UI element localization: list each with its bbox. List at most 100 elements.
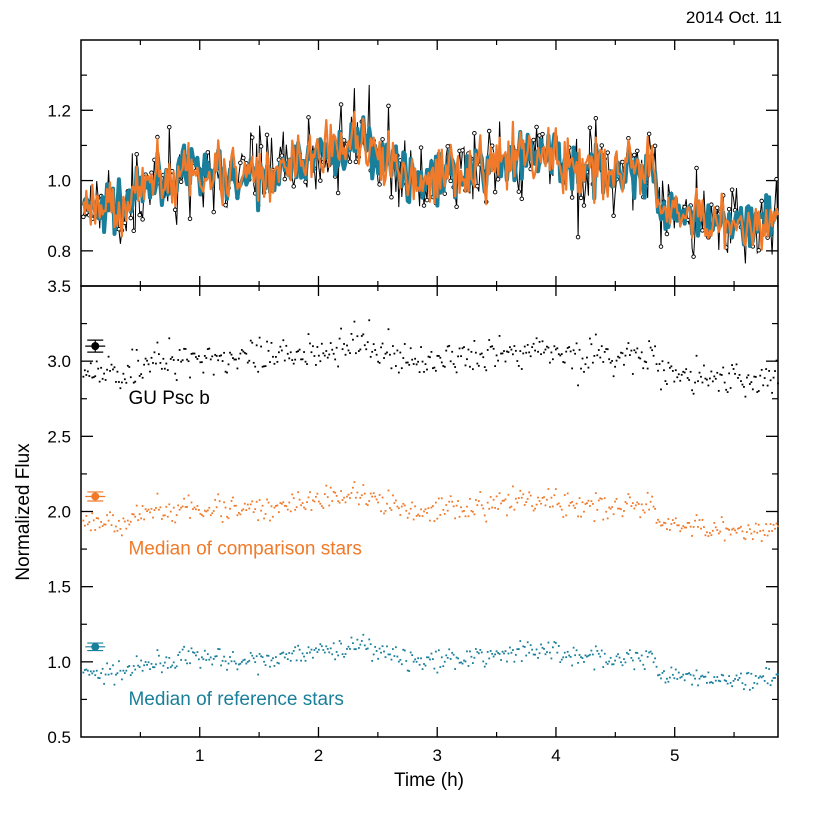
reference-point: [360, 640, 363, 642]
comparison-point: [743, 537, 745, 540]
reference-point: [362, 633, 365, 636]
target-point: [571, 367, 574, 370]
comparison-point: [215, 506, 218, 509]
target-point: [366, 341, 369, 344]
target-point: [155, 362, 157, 365]
target-point: [107, 355, 110, 358]
comparison-point: [363, 492, 366, 495]
target-point: [134, 151, 139, 157]
reference-point: [504, 650, 507, 652]
comparison-point: [753, 530, 756, 533]
reference-point: [673, 677, 676, 680]
reference-point: [754, 675, 757, 677]
reference-point: [534, 653, 537, 656]
comparison-point: [606, 517, 609, 520]
comparison-point: [713, 522, 716, 524]
comparison-point: [232, 496, 234, 499]
target-point: [664, 380, 667, 382]
target-point: [146, 359, 148, 362]
comparison-point: [676, 524, 679, 527]
target-point: [420, 346, 422, 348]
reference-point: [175, 665, 178, 668]
target-point: [514, 349, 517, 352]
reference-point: [514, 653, 517, 656]
target-point: [137, 212, 142, 218]
reference-point: [317, 648, 320, 651]
reference-point: [129, 674, 132, 677]
reference-point: [149, 668, 151, 671]
reference-point: [389, 653, 391, 656]
target-point: [178, 179, 184, 185]
target-point: [606, 348, 609, 351]
comparison-point: [528, 491, 531, 494]
reference-point: [236, 668, 239, 671]
target-point: [751, 388, 754, 391]
target-point: [700, 375, 702, 378]
comparison-point: [175, 514, 178, 516]
reference-point: [408, 670, 411, 672]
comparison-point: [261, 504, 264, 507]
reference-point: [386, 645, 388, 648]
target-point: [688, 379, 691, 381]
comparison-point: [205, 510, 208, 513]
reference-point: [303, 655, 305, 658]
reference-point: [390, 658, 393, 661]
target-point: [221, 360, 224, 362]
target-point: [433, 366, 436, 369]
reference-point: [245, 662, 248, 665]
target-point: [418, 145, 424, 150]
comparison-point: [651, 495, 654, 498]
target-point: [408, 363, 411, 366]
comparison-point: [474, 499, 477, 501]
target-point: [476, 362, 479, 365]
target-point: [445, 144, 450, 149]
reference-point: [775, 673, 778, 676]
reference-point: [412, 660, 415, 663]
reference-point: [106, 662, 108, 665]
reference-point: [762, 675, 765, 678]
target-point: [467, 348, 470, 351]
reference-point: [380, 651, 382, 654]
reference-point: [448, 648, 451, 651]
target-point: [454, 366, 457, 368]
reference-point: [452, 653, 455, 656]
target-point: [92, 376, 95, 379]
reference-point: [347, 645, 350, 648]
target-point: [120, 381, 123, 384]
reference-point: [200, 656, 203, 659]
reference-point: [740, 672, 742, 675]
bottom-x-tick-label: 3: [432, 746, 441, 765]
target-point: [338, 102, 344, 107]
reference-point: [368, 638, 371, 641]
reference-point: [263, 660, 265, 663]
comparison-point: [557, 502, 560, 505]
target-point: [310, 351, 313, 354]
target-point: [88, 375, 91, 377]
target-point: [245, 352, 248, 355]
comparison-point: [467, 515, 470, 518]
reference-point: [440, 656, 443, 659]
comparison-point: [437, 497, 440, 500]
target-point: [654, 345, 656, 348]
reference-point: [94, 674, 97, 677]
comparison-point: [553, 494, 556, 497]
target-point: [368, 319, 371, 322]
target-point: [449, 360, 452, 363]
target-point: [113, 366, 116, 369]
reference-point: [676, 678, 679, 680]
comparison-point: [409, 507, 412, 510]
reference-point: [120, 678, 123, 681]
comparison-point: [190, 501, 193, 504]
target-point: [236, 367, 239, 370]
target-point: [319, 360, 322, 363]
comparison-point: [514, 497, 517, 500]
target-point: [711, 380, 714, 383]
target-point: [106, 368, 108, 371]
comparison-point: [98, 526, 101, 529]
reference-point: [239, 662, 242, 665]
comparison-point: [137, 519, 140, 522]
comparison-point: [430, 506, 433, 509]
comparison-point: [434, 501, 437, 504]
comparison-point: [483, 514, 486, 517]
